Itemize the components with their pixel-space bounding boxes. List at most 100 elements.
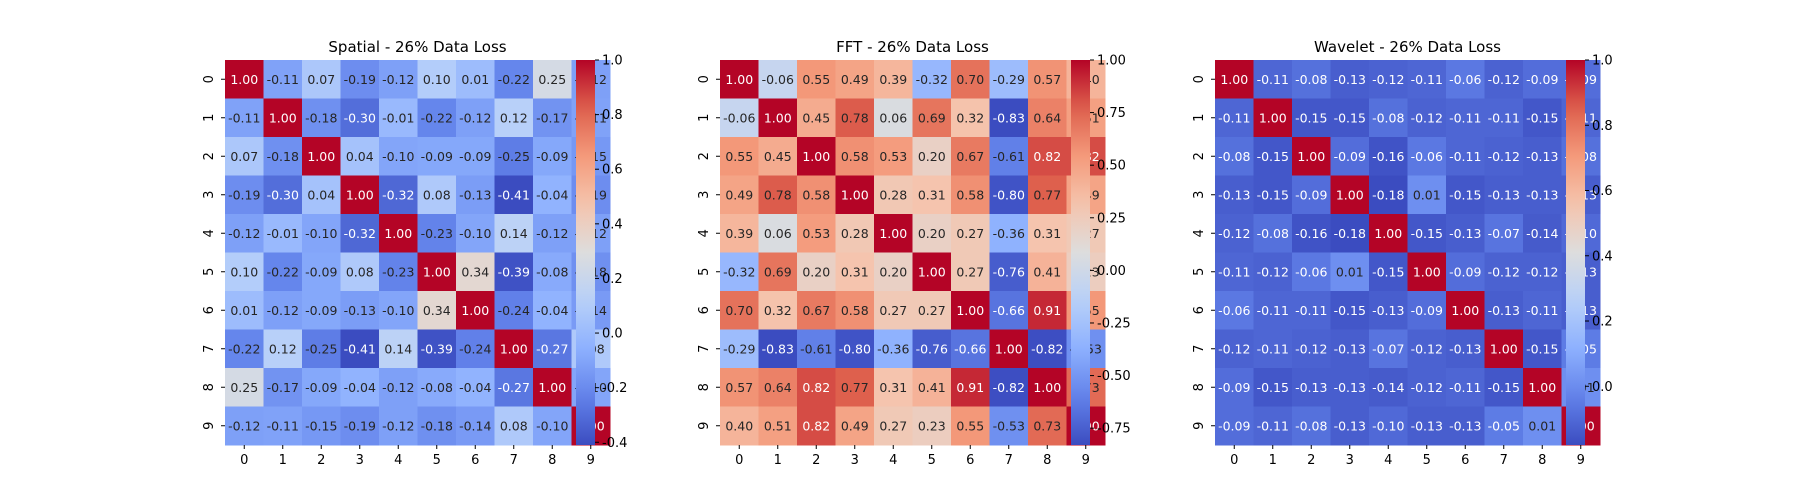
colorbar-tick-label: -0.75 (1097, 422, 1131, 437)
heatmap-cell (1523, 291, 1562, 330)
cell-value-label: 0.32 (764, 303, 792, 318)
heatmap-cell (340, 406, 380, 446)
colorbar-tick-label: 0.25 (1097, 211, 1126, 226)
cell-value-label: -0.12 (1411, 341, 1443, 356)
cell-value-label: 0.53 (879, 149, 907, 164)
x-tick-label: 6 (471, 453, 479, 468)
heatmap-cell (951, 137, 990, 176)
heatmap-cell (1407, 137, 1447, 176)
heatmap-cell (225, 406, 264, 446)
cell-value-label: 0.78 (841, 110, 869, 125)
colorbar-tick-label: 0.2 (602, 272, 623, 287)
cell-value-label: 0.41 (918, 380, 946, 395)
y-tick-label: 6 (202, 306, 217, 314)
heatmap-cell (1523, 406, 1562, 446)
heatmap-cell (533, 368, 572, 407)
heatmap-cell (951, 368, 990, 407)
heatmap-cell (912, 252, 952, 292)
cell-value-label: -0.11 (1257, 72, 1289, 87)
heatmap-cell (494, 137, 534, 176)
heatmap-cell (1407, 406, 1447, 446)
cell-value-label: -0.08 (1257, 226, 1289, 241)
x-tick-label: 8 (1538, 453, 1546, 468)
cell-value-label: -0.04 (344, 380, 376, 395)
heatmap-cell (912, 406, 952, 446)
cell-value-label: -0.13 (1449, 226, 1481, 241)
heatmap-cell (1330, 175, 1370, 215)
heatmap-cell (1215, 137, 1254, 176)
colorbar-tick-label: 0.4 (602, 217, 623, 232)
cell-value-label: -0.13 (1372, 303, 1404, 318)
cell-value-label: -0.12 (1526, 264, 1558, 279)
heatmap-cell (340, 98, 380, 138)
x-tick-label: 7 (1005, 453, 1013, 468)
heatmap-cell (1253, 406, 1293, 446)
heatmap-cell (533, 214, 572, 253)
heatmap-cell (1446, 406, 1485, 446)
cell-value-label: 1.00 (995, 341, 1023, 356)
cell-value-label: -0.09 (305, 303, 337, 318)
heatmap-cell (533, 175, 572, 215)
cell-value-label: 0.70 (956, 72, 984, 87)
cell-value-label: -0.12 (1411, 110, 1443, 125)
heatmap-cell (758, 98, 798, 138)
cell-value-label: 0.58 (841, 149, 869, 164)
cell-value-label: -0.12 (1257, 264, 1289, 279)
cell-value-label: -0.06 (1295, 264, 1327, 279)
x-tick-label: 8 (1043, 453, 1051, 468)
heatmap-cell (225, 175, 264, 215)
cell-value-label: -0.23 (421, 226, 453, 241)
cell-value-label: -0.53 (993, 418, 1025, 433)
cell-value-label: 0.01 (230, 303, 258, 318)
heatmap-cell (1292, 329, 1331, 369)
heatmap-cell (1215, 175, 1254, 215)
heatmap-cell (1407, 329, 1447, 369)
heatmap-cell (758, 175, 798, 215)
cell-value-label: 0.01 (461, 72, 489, 87)
cell-value-label: 0.08 (423, 187, 451, 202)
cell-value-label: 0.04 (307, 187, 335, 202)
heatmap-cell (1292, 98, 1331, 138)
cell-value-label: -0.18 (305, 110, 337, 125)
y-tick-label: 4 (697, 229, 712, 237)
heatmap-cell (1484, 137, 1524, 176)
heatmap-cell (797, 291, 836, 330)
x-tick-label: 0 (1230, 453, 1238, 468)
colorbar-tick-label: 0.0 (602, 327, 623, 342)
cell-value-label: -0.09 (1218, 380, 1250, 395)
heatmap-cell (1253, 137, 1293, 176)
cell-value-label: -0.11 (1257, 418, 1289, 433)
x-tick-label: 3 (356, 453, 364, 468)
cell-value-label: -0.08 (1372, 110, 1404, 125)
heatmap-cell (951, 214, 990, 253)
y-tick-label: 3 (697, 191, 712, 199)
heatmap-cell (340, 214, 380, 253)
cell-value-label: 0.49 (725, 187, 753, 202)
cell-value-label: -0.25 (305, 341, 337, 356)
heatmap-cell (951, 252, 990, 292)
cell-value-label: -0.82 (1031, 341, 1063, 356)
cell-value-label: -0.13 (1488, 303, 1520, 318)
cell-value-label: 0.20 (879, 264, 907, 279)
cell-value-label: -0.09 (1449, 264, 1481, 279)
heatmap-cell (263, 252, 303, 292)
cell-value-label: 0.31 (918, 187, 946, 202)
cell-value-label: -0.12 (1488, 149, 1520, 164)
heatmap-cell (720, 60, 759, 99)
heatmap-cell (797, 175, 836, 215)
cell-value-label: -0.10 (1372, 418, 1404, 433)
y-tick-label: 0 (202, 75, 217, 83)
cell-value-label: -0.01 (382, 110, 414, 125)
heatmap-cell (1028, 98, 1067, 138)
heatmap-cell (1446, 175, 1485, 215)
heatmap-cell (758, 406, 798, 446)
heatmap-cell (758, 137, 798, 176)
cell-value-label: -0.16 (1295, 226, 1327, 241)
heatmap-cell (302, 252, 341, 292)
heatmap-cell (302, 406, 341, 446)
heatmap-cell (263, 291, 303, 330)
cell-value-label: 0.57 (725, 380, 753, 395)
heatmap-cell (1253, 329, 1293, 369)
cell-value-label: 0.49 (841, 418, 869, 433)
